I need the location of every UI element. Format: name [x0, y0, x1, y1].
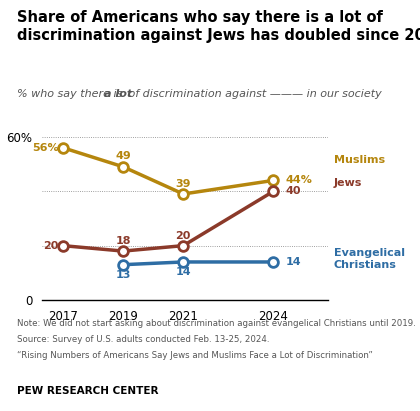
Text: Note: We did not start asking about discrimination against evangelical Christian: Note: We did not start asking about disc…: [17, 319, 415, 328]
Text: 49: 49: [116, 151, 131, 162]
Text: 56%: 56%: [32, 143, 58, 153]
Text: “Rising Numbers of Americans Say Jews and Muslims Face a Lot of Discrimination”: “Rising Numbers of Americans Say Jews an…: [17, 351, 373, 360]
Text: 13: 13: [116, 270, 131, 280]
Text: Share of Americans who say there is a lot of
discrimination against Jews has dou: Share of Americans who say there is a lo…: [17, 10, 420, 43]
Text: 39: 39: [176, 178, 191, 189]
Text: PEW RESEARCH CENTER: PEW RESEARCH CENTER: [17, 386, 158, 396]
Text: % who say there is: % who say there is: [17, 88, 126, 99]
Text: 40: 40: [286, 186, 301, 196]
Text: of discrimination against ——— in our society: of discrimination against ——— in our soc…: [126, 88, 382, 99]
Text: 14: 14: [176, 268, 191, 277]
Text: 20: 20: [176, 231, 191, 241]
Text: 18: 18: [116, 236, 131, 246]
Text: a lot: a lot: [103, 88, 132, 99]
Text: Evangelical: Evangelical: [334, 248, 405, 258]
Text: Source: Survey of U.S. adults conducted Feb. 13-25, 2024.: Source: Survey of U.S. adults conducted …: [17, 335, 269, 344]
Text: 44%: 44%: [286, 175, 312, 185]
Text: 20: 20: [43, 241, 58, 251]
Text: Jews: Jews: [334, 178, 362, 188]
Text: 14: 14: [286, 257, 301, 267]
Text: Muslims: Muslims: [334, 155, 385, 165]
Text: Christians: Christians: [334, 260, 397, 270]
